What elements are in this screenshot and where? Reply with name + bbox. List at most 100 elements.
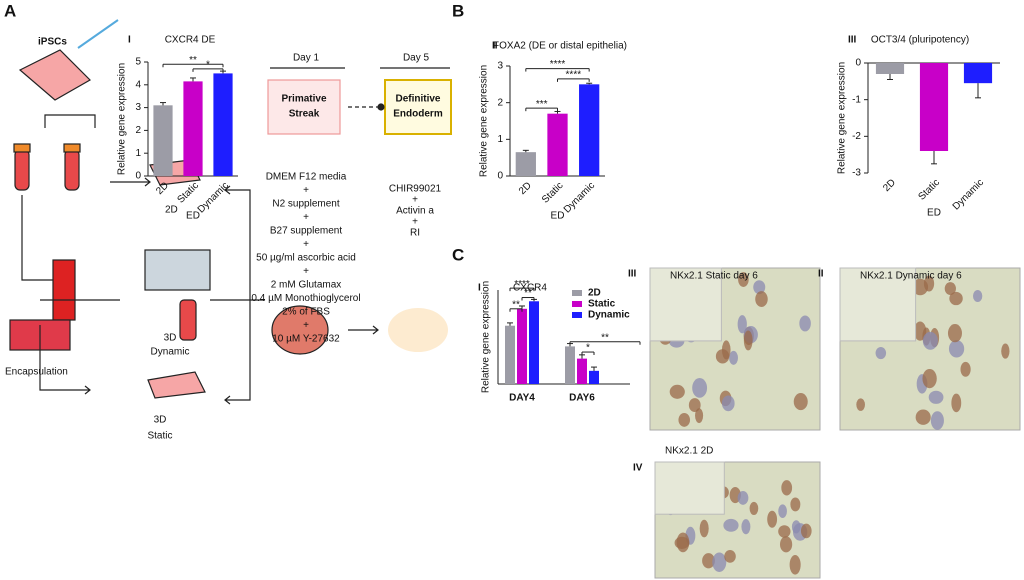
significance: **** xyxy=(550,59,566,70)
x-tick-label: Dynamic xyxy=(951,177,986,212)
inset xyxy=(649,267,722,342)
cell xyxy=(676,532,690,553)
y-tick-label: -3 xyxy=(852,168,861,179)
x-axis-label: ED xyxy=(927,208,941,219)
label: Static xyxy=(147,431,172,442)
cell xyxy=(724,550,736,563)
cell xyxy=(947,324,962,343)
cell xyxy=(755,291,768,308)
image-caption: NKx2.1 Dynamic day 6 xyxy=(860,271,962,282)
y-axis-label: Relative gene expression xyxy=(837,62,848,174)
cell xyxy=(793,393,808,411)
significance: ** xyxy=(524,288,532,299)
bar xyxy=(529,301,539,384)
cell xyxy=(930,411,944,430)
label: Definitive xyxy=(395,94,440,105)
bar xyxy=(963,63,993,84)
image-caption: NKx2.1 2D xyxy=(665,446,713,457)
legend-label: 2D xyxy=(588,288,601,299)
label: 3D xyxy=(154,415,167,426)
significance: * xyxy=(586,343,590,354)
cell xyxy=(778,504,787,519)
medium-item: 2 mM Glutamax xyxy=(271,280,342,291)
cell xyxy=(737,315,747,334)
medium-item: 50 µg/ml ascorbic acid xyxy=(256,253,356,264)
cell xyxy=(723,518,739,532)
y-tick-label: 2 xyxy=(135,125,141,136)
cell xyxy=(912,278,929,296)
x-tick-label: DAY4 xyxy=(509,393,535,404)
image-numeral: II xyxy=(818,269,824,280)
cell xyxy=(949,291,963,306)
bar xyxy=(875,63,905,74)
cell xyxy=(743,330,753,351)
label: 3D xyxy=(164,333,177,344)
cell xyxy=(856,398,865,411)
significance: **** xyxy=(566,69,582,80)
chart-title: FOXA2 (DE or distal epithelia) xyxy=(493,41,627,52)
cell xyxy=(799,315,811,332)
cell xyxy=(779,536,793,553)
label: 2D xyxy=(165,205,178,216)
x-axis-label: ED xyxy=(186,211,200,222)
legend-label: Dynamic xyxy=(588,310,630,321)
medium-item: + xyxy=(303,266,309,277)
cell xyxy=(778,525,791,538)
cell xyxy=(699,519,709,538)
inset xyxy=(654,461,725,515)
y-tick-label: 3 xyxy=(497,61,503,72)
medium-item: N2 supplement xyxy=(272,199,339,210)
cell xyxy=(875,346,887,360)
label: Primative xyxy=(281,94,326,105)
panel-letter: A xyxy=(4,1,16,20)
medium-item: + xyxy=(303,212,309,223)
medium-item: + xyxy=(303,239,309,250)
cell xyxy=(729,350,738,365)
panel-numeral: II xyxy=(492,41,498,52)
label: Day 5 xyxy=(403,53,430,64)
x-tick-label: Static xyxy=(176,180,201,205)
y-tick-label: 2 xyxy=(497,97,503,108)
cell xyxy=(678,412,691,427)
panel-numeral: I xyxy=(478,283,481,294)
medium-item: 0.4 µM Monothioglycerol xyxy=(251,293,360,304)
cell xyxy=(948,340,965,358)
medium-item: DMEM F12 media xyxy=(266,172,347,183)
cell xyxy=(789,555,801,575)
panel-letter: C xyxy=(452,245,464,264)
y-tick-label: -2 xyxy=(852,131,861,142)
significance: ** xyxy=(189,55,197,66)
cell xyxy=(692,378,708,398)
cell xyxy=(721,395,735,412)
medium-item: 2% of FBS xyxy=(282,307,330,318)
significance: * xyxy=(206,59,210,70)
y-tick-label: 4 xyxy=(135,79,141,90)
panel-letter: B xyxy=(452,1,464,20)
y-tick-label: 0 xyxy=(135,171,141,182)
cell xyxy=(715,349,730,364)
cell xyxy=(928,390,944,404)
bar xyxy=(577,358,587,384)
bar xyxy=(517,308,527,384)
cell xyxy=(741,519,751,535)
cell xyxy=(1001,343,1010,359)
y-tick-label: 0 xyxy=(855,58,861,69)
cell xyxy=(737,490,749,505)
y-axis-label: Relative gene expression xyxy=(117,63,128,175)
x-tick-label: 2D xyxy=(881,177,898,194)
cell xyxy=(960,361,971,377)
x-tick-label: Dynamic xyxy=(562,180,597,215)
y-tick-label: 1 xyxy=(497,134,503,145)
factor-item: + xyxy=(412,195,418,206)
cell xyxy=(702,553,715,569)
cell xyxy=(972,289,983,302)
inset xyxy=(839,267,917,342)
cell xyxy=(712,552,727,572)
cell xyxy=(913,321,927,341)
x-tick-label: Dynamic xyxy=(196,180,231,215)
y-tick-label: 1 xyxy=(135,148,141,159)
label: iPSCs xyxy=(38,37,67,48)
cell xyxy=(753,280,766,295)
legend-label: Static xyxy=(588,299,616,310)
